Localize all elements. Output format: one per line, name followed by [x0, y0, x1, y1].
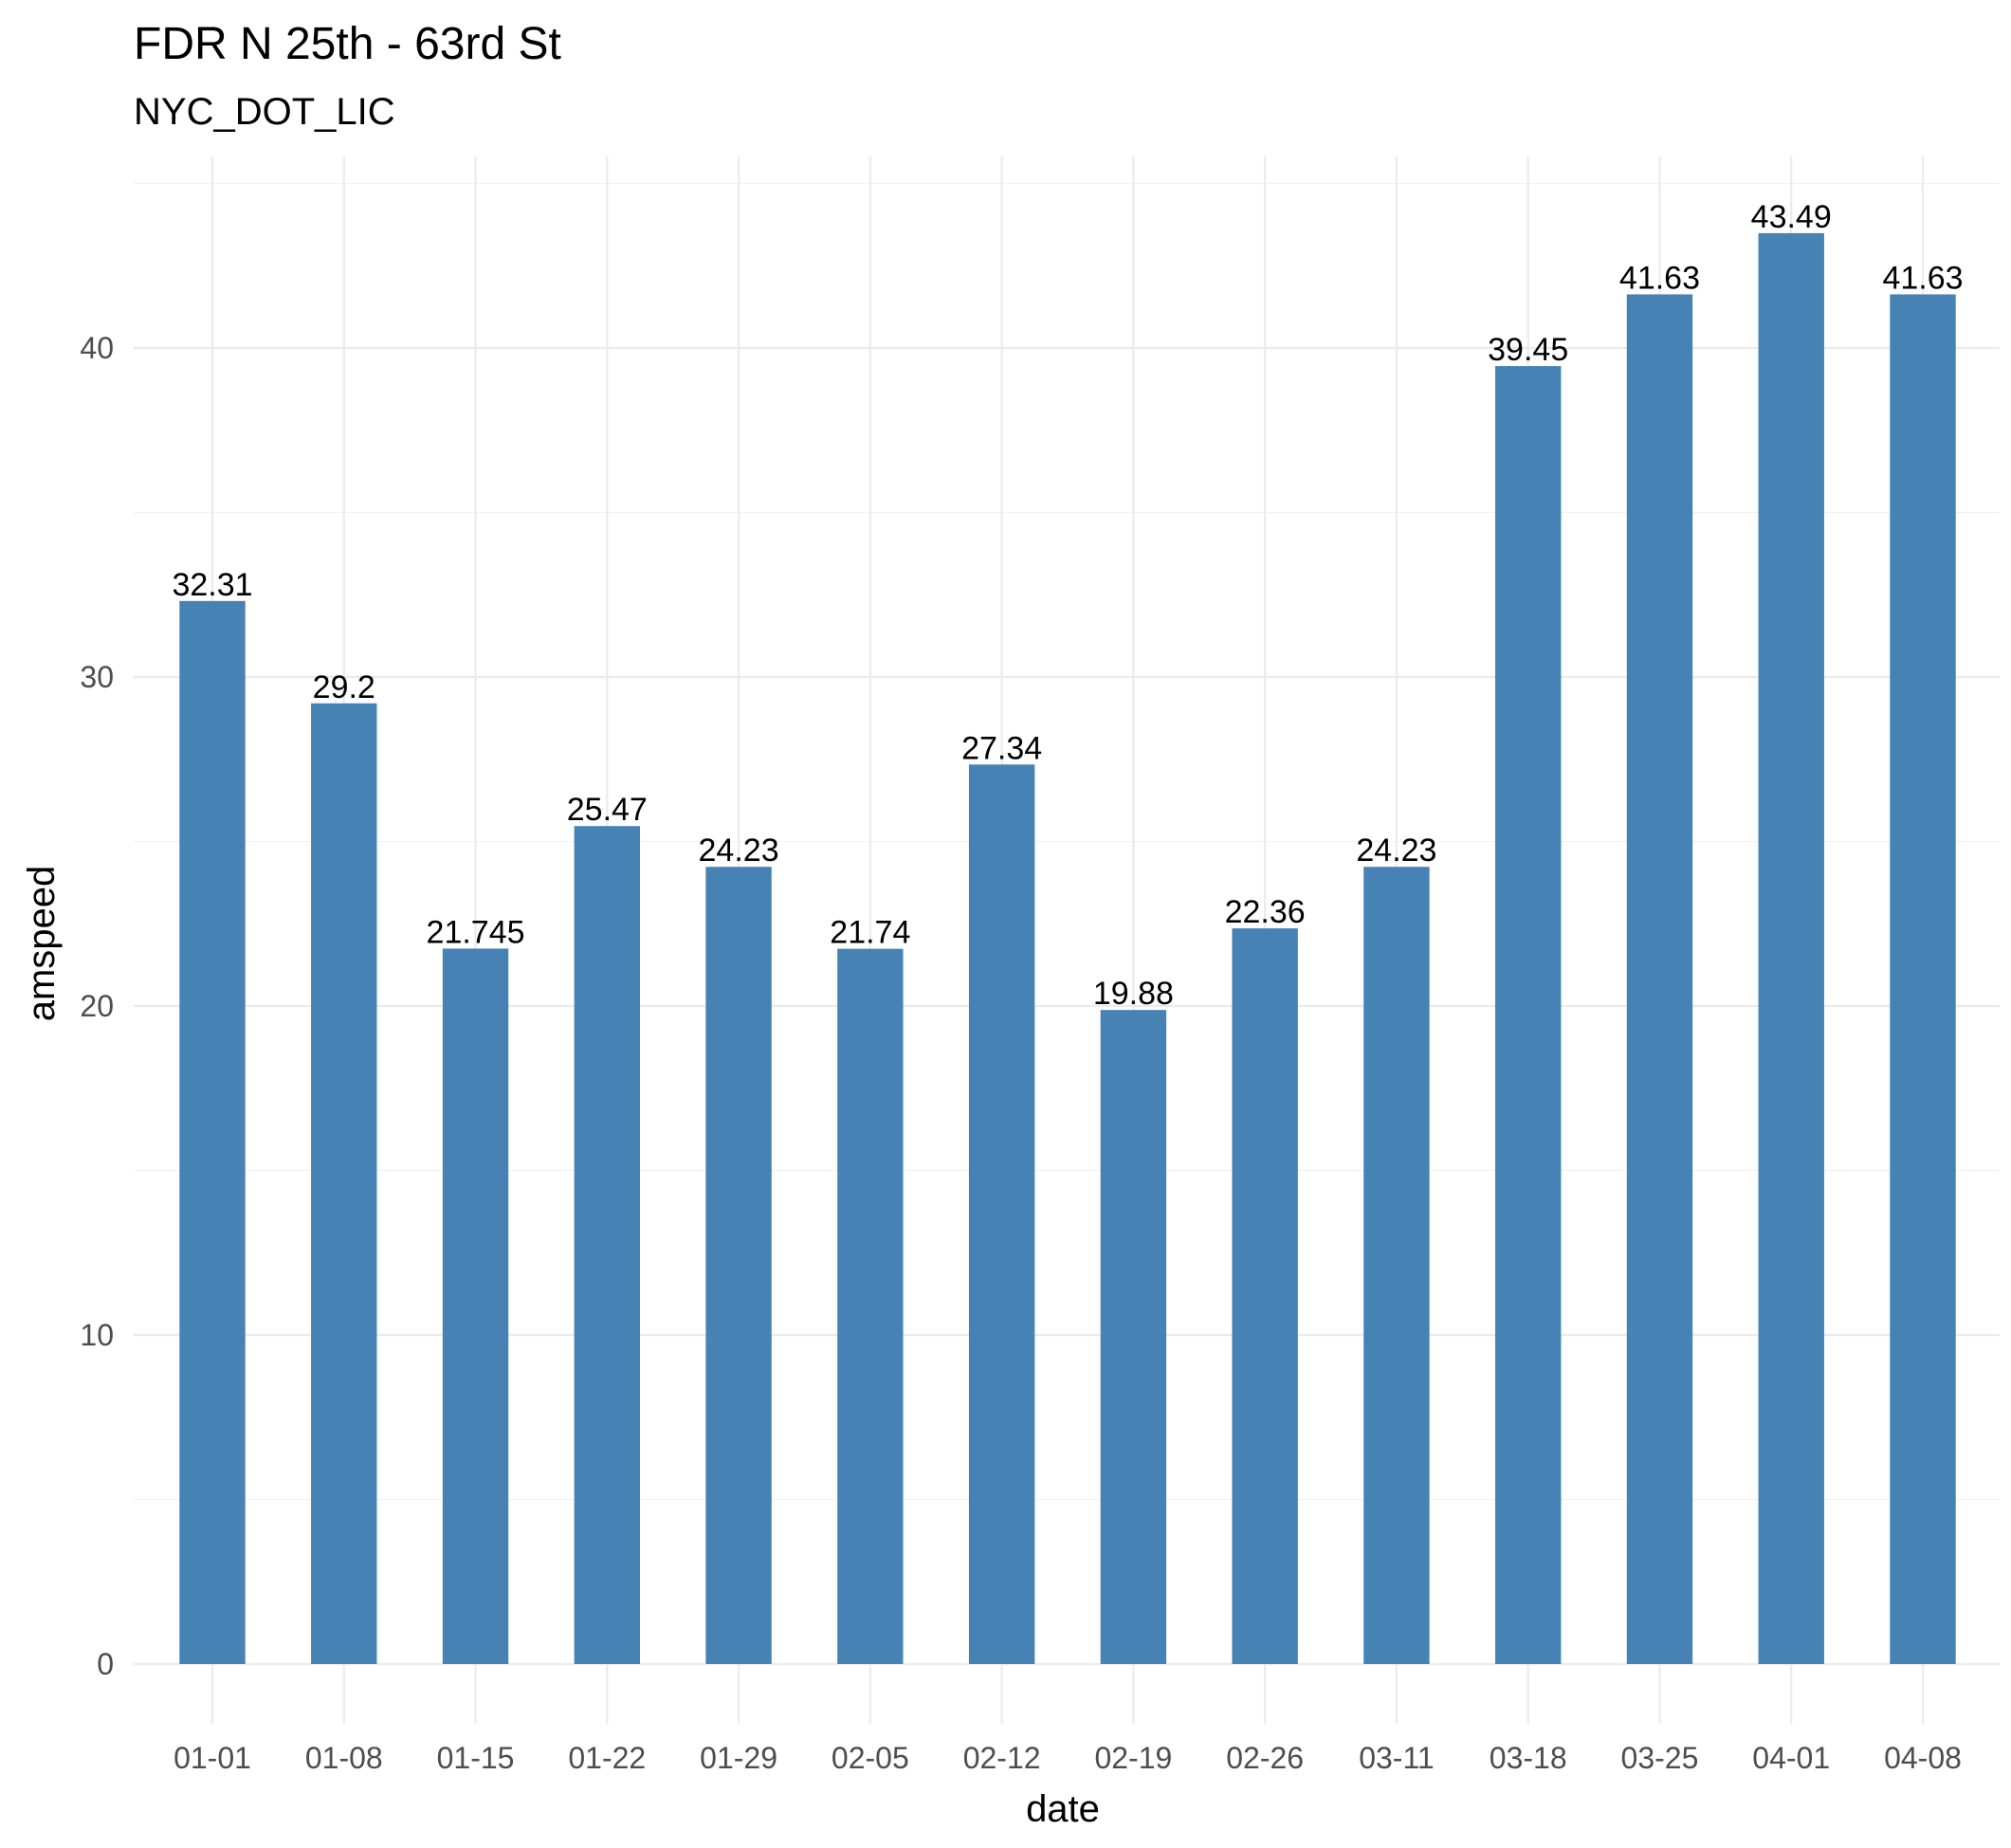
bar: [837, 948, 904, 1664]
x-tick-label: 01-15: [437, 1741, 515, 1775]
data-label: 22.36: [1225, 894, 1306, 930]
bar: [574, 826, 640, 1664]
bar: [1363, 867, 1430, 1664]
bar: [705, 867, 772, 1664]
grid-layer: [134, 156, 2000, 1724]
x-tick-label: 02-12: [963, 1741, 1041, 1775]
x-tick-label: 03-18: [1490, 1741, 1567, 1775]
data-label: 27.34: [961, 730, 1042, 766]
bar: [311, 703, 377, 1664]
x-tick-label: 01-29: [700, 1741, 777, 1775]
x-tick-label: 01-01: [174, 1741, 251, 1775]
bars-layer: [179, 232, 1956, 1665]
bar: [1758, 232, 1824, 1665]
data-label: 21.745: [427, 914, 525, 950]
y-tick-label: 0: [97, 1647, 114, 1681]
data-labels-layer: 32.31 29.2 21.745 25.47 24.23 21.74 27.34 19.88…: [172, 199, 1963, 1012]
chart-subtitle: NYC_DOT_LIC: [134, 91, 395, 133]
x-tick-label: 02-26: [1226, 1741, 1304, 1775]
data-label: 25.47: [567, 792, 648, 828]
bar: [179, 600, 246, 1664]
bar: [1100, 1010, 1167, 1664]
data-label: 24.23: [1356, 833, 1436, 869]
y-axis-title: amspeed: [21, 866, 63, 1022]
bar: [442, 948, 509, 1664]
data-label: 21.74: [830, 915, 910, 951]
data-label: 24.23: [699, 833, 779, 869]
bar: [1232, 928, 1298, 1664]
data-label: 41.63: [1882, 260, 1963, 296]
data-label: 39.45: [1488, 332, 1568, 368]
x-tick-label: 01-08: [305, 1741, 383, 1775]
x-tick-label: 02-05: [832, 1741, 909, 1775]
bar: [1626, 294, 1693, 1665]
x-tick-label: 03-11: [1359, 1741, 1434, 1775]
y-tick-label: 40: [80, 331, 114, 365]
data-label: 32.31: [172, 567, 252, 603]
tick-labels-layer: 0 10 20 30 40 01-01 01-08 01-15 01-22 01-29 02-05 0…: [80, 331, 1962, 1775]
x-tick-label: 04-01: [1752, 1741, 1830, 1775]
bar: [968, 764, 1035, 1664]
x-tick-label: 03-25: [1621, 1741, 1699, 1775]
data-label: 43.49: [1751, 199, 1832, 235]
data-label: 29.2: [313, 669, 375, 705]
y-tick-label: 30: [80, 660, 114, 694]
y-tick-label: 20: [80, 989, 114, 1023]
x-axis-title: date: [1026, 1788, 1100, 1830]
bar: [1890, 294, 1956, 1665]
data-label: 19.88: [1093, 976, 1174, 1012]
data-label: 41.63: [1619, 260, 1700, 296]
x-tick-label: 04-08: [1884, 1741, 1962, 1775]
bar: [1495, 366, 1562, 1665]
x-tick-label: 01-22: [568, 1741, 646, 1775]
chart-title: FDR N 25th - 63rd St: [134, 19, 561, 69]
x-tick-label: 02-19: [1094, 1741, 1172, 1775]
y-tick-label: 10: [80, 1318, 114, 1352]
